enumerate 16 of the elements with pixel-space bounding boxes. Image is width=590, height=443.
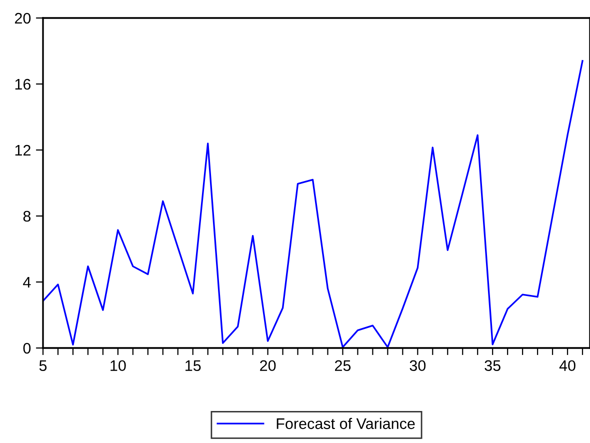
y-tick-label: 8 [23,210,31,222]
x-tick-label: 30 [410,360,426,372]
y-tick-label: 20 [14,12,31,24]
x-tick-label: 35 [484,360,500,372]
legend-label: Forecast of Variance [276,418,415,430]
x-tick-label: 40 [559,360,576,372]
x-tick-label: 10 [110,360,126,372]
x-tick-label: 15 [186,360,201,372]
y-tick-label: 4 [23,277,31,288]
y-tick-label: 0 [23,342,31,354]
y-tick-label: 12 [15,144,30,156]
x-tick-label: 20 [260,360,276,372]
x-tick-label: 5 [39,360,47,372]
x-tick-label: 25 [335,360,351,372]
y-tick-label: 16 [15,78,31,90]
line-series [43,60,584,348]
